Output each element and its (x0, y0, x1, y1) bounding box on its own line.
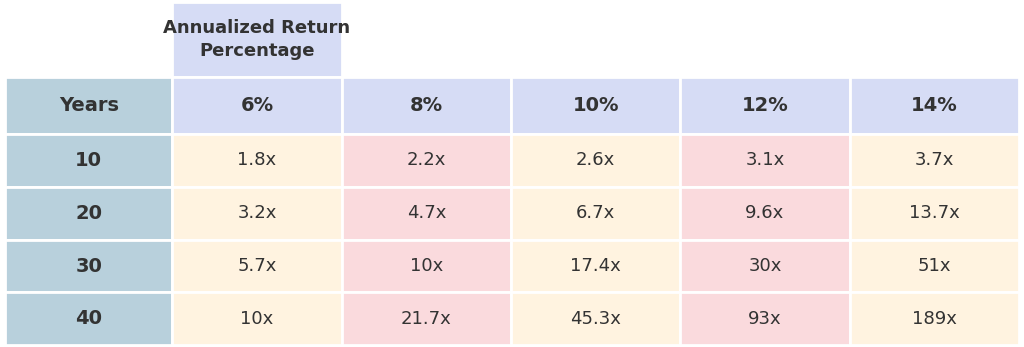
Bar (342, 2, 511, 77)
Bar (680, 240, 850, 293)
Bar (680, 134, 850, 187)
Text: 2.6x: 2.6x (577, 151, 615, 169)
Bar (850, 187, 1019, 240)
Bar (850, 77, 1019, 134)
Bar (680, 77, 850, 134)
Text: 10: 10 (75, 151, 102, 170)
Text: 2.2x: 2.2x (407, 151, 446, 169)
Text: 21.7x: 21.7x (401, 310, 452, 328)
Bar (342, 293, 511, 345)
Bar (172, 187, 342, 240)
Text: 40: 40 (75, 310, 102, 328)
Bar (511, 134, 680, 187)
Text: Years: Years (58, 96, 119, 115)
Bar (850, 2, 1019, 77)
Text: 13.7x: 13.7x (909, 204, 959, 222)
Bar (172, 293, 342, 345)
Bar (5, 293, 172, 345)
Bar (342, 134, 511, 187)
Text: 93x: 93x (749, 310, 781, 328)
Bar (5, 187, 172, 240)
Bar (5, 77, 172, 134)
Text: 3.1x: 3.1x (745, 151, 784, 169)
Text: 20: 20 (75, 204, 102, 223)
Bar (511, 240, 680, 293)
Text: 6%: 6% (241, 96, 273, 115)
Bar (5, 240, 172, 293)
Text: 8%: 8% (410, 96, 443, 115)
Text: 12%: 12% (741, 96, 788, 115)
Bar (342, 187, 511, 240)
Text: 17.4x: 17.4x (570, 257, 621, 275)
Text: 3.2x: 3.2x (238, 204, 276, 222)
Text: 4.7x: 4.7x (407, 204, 446, 222)
Text: 5.7x: 5.7x (238, 257, 276, 275)
Bar (850, 240, 1019, 293)
Text: 10x: 10x (410, 257, 443, 275)
Bar (850, 134, 1019, 187)
Bar (172, 134, 342, 187)
Bar (680, 2, 850, 77)
Text: 14%: 14% (911, 96, 957, 115)
Bar (680, 187, 850, 240)
Bar (5, 2, 172, 77)
Bar (172, 2, 342, 77)
Text: 3.7x: 3.7x (914, 151, 954, 169)
Bar (680, 293, 850, 345)
Bar (850, 293, 1019, 345)
Text: 10%: 10% (572, 96, 618, 115)
Bar (511, 77, 680, 134)
Bar (342, 77, 511, 134)
Bar (5, 134, 172, 187)
Bar (342, 240, 511, 293)
Text: 30: 30 (76, 256, 102, 276)
Text: 9.6x: 9.6x (745, 204, 784, 222)
Text: 189x: 189x (911, 310, 956, 328)
Bar (511, 2, 680, 77)
Bar (172, 240, 342, 293)
Text: 30x: 30x (749, 257, 781, 275)
Bar (172, 77, 342, 134)
Text: 10x: 10x (241, 310, 273, 328)
Bar (511, 293, 680, 345)
Text: Annualized Return
Percentage: Annualized Return Percentage (164, 19, 350, 60)
Text: 51x: 51x (918, 257, 951, 275)
Text: 45.3x: 45.3x (570, 310, 622, 328)
Bar (511, 187, 680, 240)
Text: 6.7x: 6.7x (577, 204, 615, 222)
Text: 1.8x: 1.8x (238, 151, 276, 169)
